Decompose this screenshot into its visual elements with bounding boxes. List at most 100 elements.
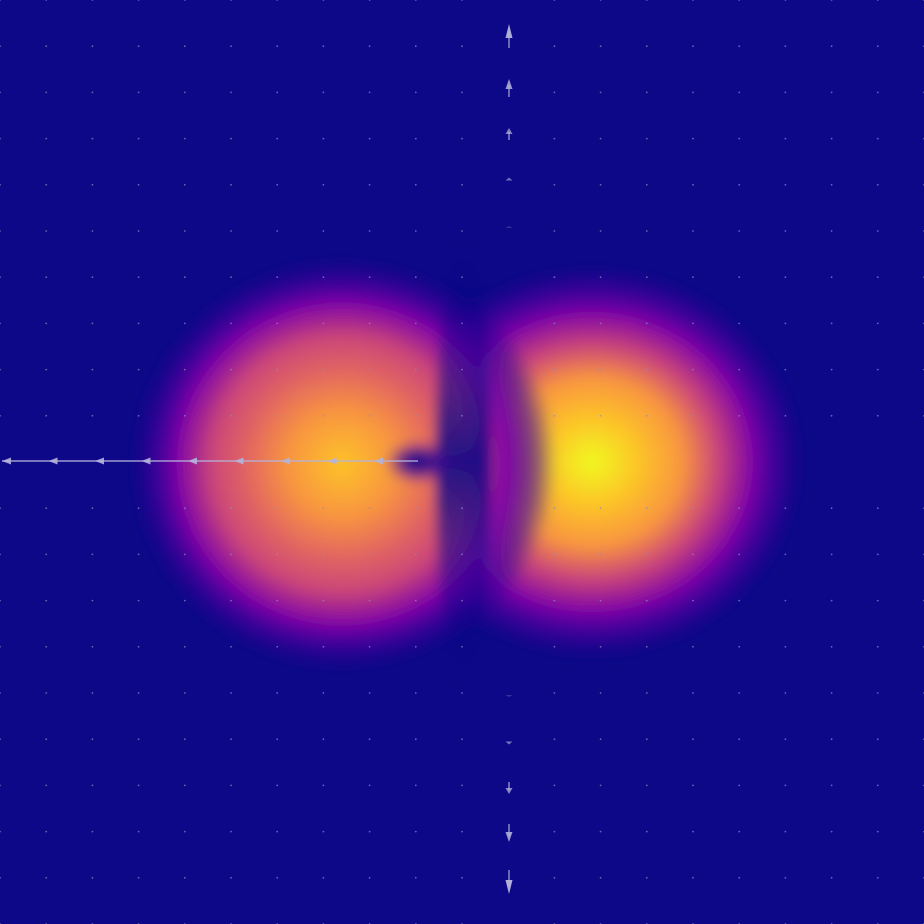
grid-dot xyxy=(230,553,232,556)
grid-dot xyxy=(738,738,741,741)
grid-dot xyxy=(461,645,463,648)
grid-dot xyxy=(692,645,694,648)
arrow-head xyxy=(2,457,11,465)
grid-dot xyxy=(876,553,879,556)
grid-dot xyxy=(91,645,94,648)
grid-dot xyxy=(738,553,741,556)
grid-dot xyxy=(91,830,94,833)
grid-dot xyxy=(830,645,833,648)
grid-dot xyxy=(461,599,463,602)
grid-dot xyxy=(599,45,602,48)
arrow-up xyxy=(505,177,513,181)
grid-dot xyxy=(784,876,787,879)
grid-dot xyxy=(91,738,94,741)
grid-dot xyxy=(276,230,279,232)
grid-dot xyxy=(91,0,94,1)
grid-dot xyxy=(876,368,879,371)
grid-dot xyxy=(0,645,1,648)
grid-dot xyxy=(230,692,232,694)
grid-dot xyxy=(183,784,186,787)
grid-dot xyxy=(322,876,325,879)
grid-dot xyxy=(45,276,48,279)
grid-dot xyxy=(230,507,232,510)
grid-dot xyxy=(830,507,833,510)
grid-dot xyxy=(692,553,694,556)
grid-dot xyxy=(784,45,787,48)
grid-dot xyxy=(553,784,556,787)
grid-dot xyxy=(322,692,325,694)
grid-dot xyxy=(0,91,1,94)
grid-dot xyxy=(368,876,371,879)
grid-dot xyxy=(137,738,140,741)
grid-dot xyxy=(553,230,556,232)
grid-dot xyxy=(183,599,186,602)
grid-dot xyxy=(230,599,232,602)
grid-dot xyxy=(414,876,417,879)
grid-dot xyxy=(91,553,94,556)
grid-dot xyxy=(599,692,602,694)
grid-dot xyxy=(738,599,741,602)
grid-dot xyxy=(830,91,833,94)
grid-dot xyxy=(414,645,417,648)
grid-dot xyxy=(461,738,463,741)
grid-dot xyxy=(692,692,694,694)
grid-dot xyxy=(230,876,232,879)
grid-dot xyxy=(692,368,694,371)
grid-dot xyxy=(461,0,463,1)
grid-dot xyxy=(599,414,602,417)
grid-dot xyxy=(645,645,648,648)
grid-dot xyxy=(645,137,648,140)
grid-dot xyxy=(599,91,602,94)
grid-dot xyxy=(0,553,1,556)
grid-dot xyxy=(599,784,602,787)
grid-dot xyxy=(830,0,833,1)
grid-dot xyxy=(368,553,371,556)
grid-dot xyxy=(368,784,371,787)
grid-dot xyxy=(414,692,417,694)
grid-dot xyxy=(645,692,648,694)
arrow-head xyxy=(48,457,58,465)
grid-dot xyxy=(276,599,279,602)
grid-dot xyxy=(230,0,232,1)
grid-dot xyxy=(91,507,94,510)
grid-dot xyxy=(276,692,279,694)
grid-dot xyxy=(599,507,602,510)
grid-dot xyxy=(645,784,648,787)
grid-dot xyxy=(692,599,694,602)
grid-dot xyxy=(322,91,325,94)
grid-dot xyxy=(599,137,602,140)
grid-dot xyxy=(91,45,94,48)
grid-dot xyxy=(599,276,602,279)
grid-dot xyxy=(645,599,648,602)
grid-dot xyxy=(645,276,648,279)
grid-dot xyxy=(461,183,463,186)
grid-dot xyxy=(738,183,741,186)
grid-dot xyxy=(784,91,787,94)
grid-dot xyxy=(276,507,279,510)
grid-dot xyxy=(322,738,325,741)
grid-dot xyxy=(599,368,602,371)
grid-dot xyxy=(45,784,48,787)
grid-dot xyxy=(599,183,602,186)
grid-dot xyxy=(692,414,694,417)
grid-dot xyxy=(830,830,833,833)
grid-dot xyxy=(45,414,48,417)
grid-dot xyxy=(414,830,417,833)
grid-dot xyxy=(45,322,48,325)
grid-dot xyxy=(553,276,556,279)
grid-dot xyxy=(599,876,602,879)
grid-dot xyxy=(91,322,94,325)
grid-dot xyxy=(876,276,879,279)
grid-dot xyxy=(876,137,879,140)
grid-dot xyxy=(230,414,232,417)
arrow-up xyxy=(505,24,513,38)
grid-dot xyxy=(183,507,186,510)
grid-dot xyxy=(645,230,648,232)
grid-dot xyxy=(91,692,94,694)
grid-dot xyxy=(599,645,602,648)
grid-dot xyxy=(599,0,602,1)
grid-dot xyxy=(183,91,186,94)
grid-dot xyxy=(183,414,186,417)
grid-dot xyxy=(230,322,232,325)
grid-dot xyxy=(183,692,186,694)
